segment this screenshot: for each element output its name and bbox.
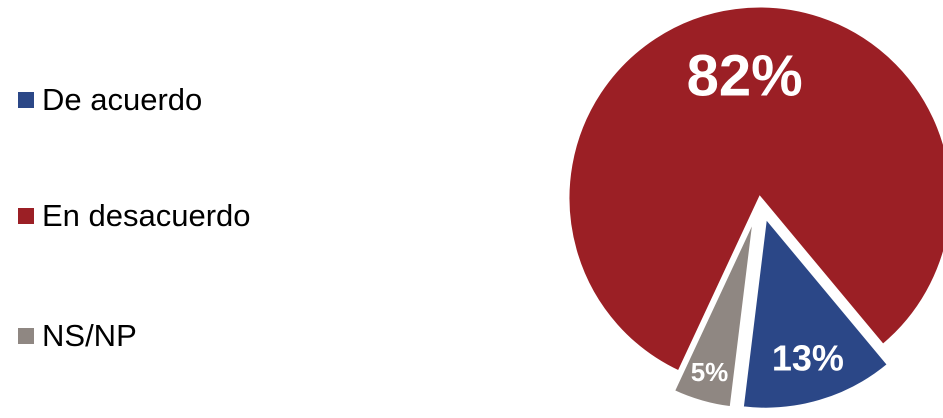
legend-swatch-de-acuerdo [18, 92, 34, 108]
chart-legend: De acuerdo En desacuerdo NS/NP [18, 0, 438, 418]
legend-label-en-desacuerdo: En desacuerdo [42, 198, 251, 233]
pie-slice-en-desacuerdo [566, 4, 943, 375]
legend-item-de-acuerdo: De acuerdo [18, 82, 202, 118]
legend-item-ns-np: NS/NP [18, 318, 137, 354]
pie-slice-de-acuerdo [740, 213, 891, 411]
data-label-en-desacuerdo: 82% [687, 43, 803, 108]
legend-label-ns-np: NS/NP [42, 318, 137, 353]
legend-swatch-en-desacuerdo [18, 208, 34, 224]
legend-swatch-ns-np [18, 328, 34, 344]
legend-label-de-acuerdo: De acuerdo [42, 82, 203, 117]
data-label-de-acuerdo: 13% [772, 337, 844, 378]
pie-slice-ns-np [671, 216, 756, 410]
data-label-ns-np: 5% [691, 357, 729, 387]
legend-item-en-desacuerdo: En desacuerdo [18, 198, 251, 234]
